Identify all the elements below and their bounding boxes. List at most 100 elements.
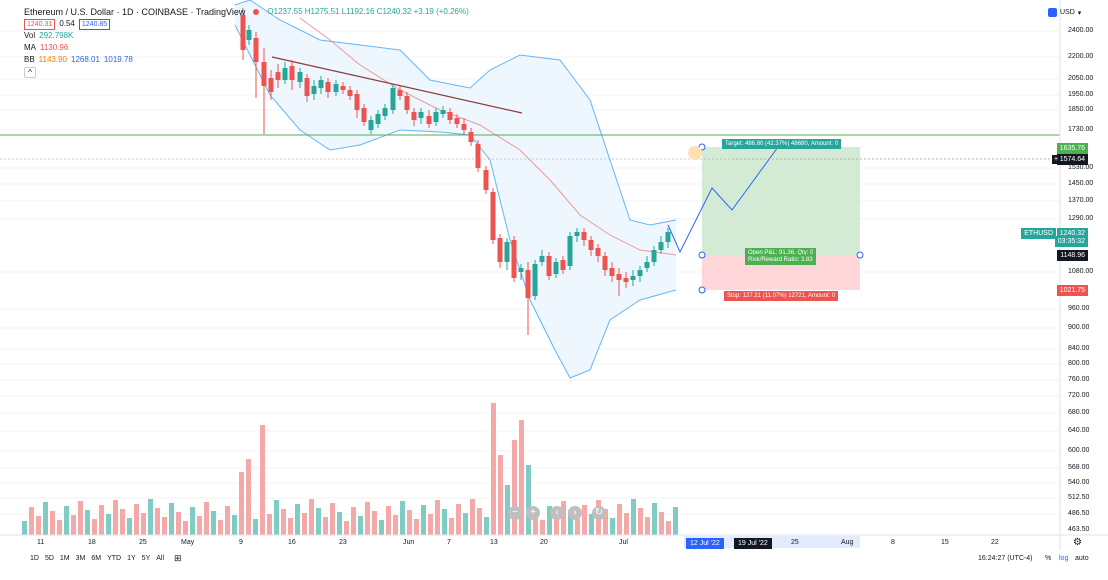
spread-value: 0.54 <box>59 19 75 28</box>
zoom-out-button[interactable]: − <box>508 506 522 520</box>
candle-body <box>483 170 489 190</box>
volume-bar <box>43 502 48 535</box>
vol-label[interactable]: Vol <box>24 31 36 40</box>
volume-bar <box>218 520 223 535</box>
candlesticks <box>240 8 671 335</box>
candle-body <box>637 270 643 276</box>
bb-lower: 1019.78 <box>103 55 133 64</box>
volume-bar <box>92 519 97 535</box>
volume-bar <box>484 517 489 535</box>
timeframe-1m[interactable]: 1M <box>59 555 70 562</box>
x-badge-end: 19 Jul '22 <box>734 538 772 549</box>
x-tick-label: 22 <box>991 539 999 546</box>
x-tick-label: 25 <box>791 539 799 546</box>
x-tick-label: 11 <box>37 539 45 546</box>
target-label: Target: 486.80 (42.37%) 48680, Amount: 0 <box>722 139 842 149</box>
volume-bar <box>358 516 363 535</box>
volume-bar <box>393 515 398 535</box>
reset-chart-button[interactable]: ↻ <box>592 506 606 520</box>
currency-square-icon <box>1048 8 1057 17</box>
zoom-in-button[interactable]: + <box>526 506 540 520</box>
candle-body <box>261 62 267 86</box>
timeframe-ytd[interactable]: YTD <box>107 555 122 562</box>
open-pnl-label: Open P&L: 91.36, Qty: 0 <box>745 248 817 258</box>
plus-icon[interactable]: + <box>1052 155 1060 164</box>
percent-toggle[interactable]: % <box>1045 555 1052 562</box>
y-tick-label: 1850.00 <box>1068 106 1094 113</box>
volume-bar <box>617 504 622 535</box>
volume-bar <box>407 510 412 535</box>
volume-bar <box>547 506 552 535</box>
y-tick-label: 2200.00 <box>1068 53 1094 60</box>
y-tick-label: 720.00 <box>1068 392 1090 399</box>
timeframe-5y[interactable]: 5Y <box>141 555 151 562</box>
volume-bar <box>197 516 202 535</box>
volume-bar <box>106 514 111 535</box>
clock[interactable]: 16:24:27 (UTC-4) <box>978 555 1033 562</box>
candle-body <box>325 82 331 92</box>
volume-bar <box>148 499 153 535</box>
auto-toggle[interactable]: auto <box>1075 555 1089 562</box>
handle-entry[interactable] <box>698 251 706 259</box>
candle-body <box>347 90 353 96</box>
candle-body <box>404 96 410 110</box>
y-tick-label: 840.00 <box>1068 345 1090 352</box>
volume-bar <box>281 509 286 535</box>
volume-bar <box>71 515 76 535</box>
volume-bar <box>120 509 125 535</box>
timeframe-all[interactable]: All <box>156 555 165 562</box>
settings-gear-icon[interactable]: ⚙ <box>1073 537 1082 548</box>
candle-body <box>454 118 460 124</box>
candle-body <box>651 250 657 262</box>
candle-body <box>361 108 367 122</box>
candle-body <box>630 276 636 280</box>
timeframe-list: 1D 5D 1M 3M 6M YTD 1Y 5Y All <box>24 555 164 562</box>
candle-body <box>304 78 310 96</box>
handle-stop[interactable] <box>698 286 706 294</box>
timeframe-6m[interactable]: 6M <box>91 555 102 562</box>
countdown-badge: 03:35:32 <box>1054 236 1088 247</box>
timeframe-1y[interactable]: 1Y <box>127 555 136 562</box>
ma-label[interactable]: MA <box>24 43 36 52</box>
volume-bar <box>64 506 69 535</box>
risk-reward-label: Risk/Reward Ratio: 3.83 <box>745 255 816 265</box>
y-tick-label: 2050.00 <box>1068 75 1094 82</box>
collapse-legend-icon[interactable]: ^ <box>24 66 36 78</box>
candle-body <box>490 192 496 240</box>
timeframe-1d[interactable]: 1D <box>30 555 39 562</box>
y-tick-label: 760.00 <box>1068 376 1090 383</box>
volume-bar <box>351 507 356 535</box>
candle-body <box>253 38 259 62</box>
crosshair-price-badge: 1574.64 <box>1056 154 1088 165</box>
currency-selector[interactable]: USD ▾ <box>1048 8 1081 17</box>
candle-body <box>574 232 580 236</box>
candle-body <box>311 86 317 94</box>
scroll-right-button[interactable]: › <box>568 506 582 520</box>
volume-bar <box>99 505 104 535</box>
timeframe-3m[interactable]: 3M <box>75 555 86 562</box>
sell-button[interactable]: 1240.31 <box>24 18 56 30</box>
volume-bar <box>512 440 517 535</box>
candle-body <box>602 256 608 270</box>
candle-body <box>397 90 403 96</box>
volume-bar <box>337 512 342 535</box>
x-tick-label: 9 <box>239 539 243 546</box>
volume-bar <box>470 499 475 535</box>
volume-bar <box>505 485 510 535</box>
handle-entry-right[interactable] <box>856 251 864 259</box>
timeframe-5d[interactable]: 5D <box>44 555 54 562</box>
y-tick-label: 1290.00 <box>1068 215 1094 222</box>
scroll-left-button[interactable]: ‹ <box>550 506 564 520</box>
date-range-icon[interactable]: ⊞ <box>174 553 182 563</box>
last-price-badge: 1240.32 <box>1056 228 1088 239</box>
buy-button[interactable]: 1240.85 <box>78 18 111 30</box>
volume-bar <box>554 515 559 535</box>
bollinger-upper-line <box>234 0 677 226</box>
log-toggle[interactable]: log <box>1059 555 1069 562</box>
bb-label[interactable]: BB <box>24 55 35 64</box>
candle-body <box>433 112 439 122</box>
handle-target[interactable] <box>698 143 706 151</box>
cursor-highlight <box>688 146 702 160</box>
candle-body <box>497 238 503 262</box>
